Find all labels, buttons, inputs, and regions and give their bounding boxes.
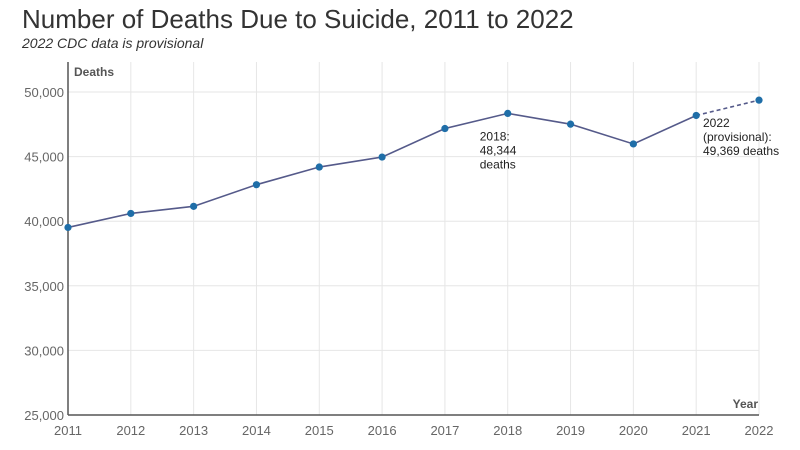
tick-labels: 25,000 30,000 35,000 40,000 45,000 50,000 2011…	[24, 85, 773, 438]
y-tick-label: 30,000	[24, 343, 64, 358]
series-line	[67, 99, 760, 229]
data-point	[755, 96, 763, 104]
data-point	[315, 163, 323, 171]
data-point	[190, 202, 198, 210]
x-tick-label: 2022	[745, 423, 774, 438]
x-tick-label: 2014	[242, 423, 271, 438]
x-tick-label: 2015	[305, 423, 334, 438]
annotations: 2018: 48,344 deaths 2022 (provisional): 49,36…	[480, 116, 779, 171]
annotation-label: 2022 (provisional): 49,369 deaths	[703, 116, 779, 158]
data-point	[504, 109, 512, 117]
annotation-line: 49,369 deaths	[703, 144, 779, 158]
annotation-line: (provisional):	[703, 130, 772, 144]
data-point	[64, 223, 72, 232]
data-point	[378, 153, 386, 161]
x-tick-label: 2016	[368, 423, 397, 438]
x-tick-label: 2013	[179, 423, 208, 438]
annotation-line: 2022	[703, 116, 730, 130]
x-tick-label: 2020	[619, 423, 648, 438]
y-tick-label: 45,000	[24, 150, 64, 165]
data-point	[629, 140, 637, 148]
series-line-provisional	[695, 99, 760, 117]
axes	[67, 62, 759, 416]
x-tick-label: 2018	[493, 423, 522, 438]
chart-subtitle: 2022 CDC data is provisional	[22, 35, 204, 51]
y-tick-label: 35,000	[24, 279, 64, 294]
annotation-label: 2018: 48,344 deaths	[480, 129, 517, 171]
x-tick-label: 2011	[54, 423, 82, 438]
data-point	[127, 209, 135, 218]
data-point	[692, 111, 700, 120]
annotation-line: 2018:	[480, 129, 510, 143]
x-tick-label: 2017	[430, 423, 459, 438]
x-axis-label: Year	[733, 397, 759, 411]
data-point	[441, 124, 449, 133]
x-tick-label: 2021	[682, 423, 711, 438]
x-tick-label: 2019	[556, 423, 585, 438]
data-points	[64, 96, 763, 232]
x-tick-label: 2012	[116, 423, 145, 438]
chart-title: Number of Deaths Due to Suicide, 2011 to…	[22, 4, 574, 34]
y-tick-label: 40,000	[24, 214, 64, 229]
y-tick-label: 25,000	[24, 408, 64, 423]
y-axis-label: Deaths	[74, 65, 114, 79]
data-point	[566, 120, 575, 128]
y-tick-label: 50,000	[24, 85, 64, 100]
data-point	[252, 181, 261, 189]
annotation-line: 48,344	[480, 143, 517, 157]
annotation-line: deaths	[480, 157, 516, 171]
grid-lines	[68, 62, 760, 416]
